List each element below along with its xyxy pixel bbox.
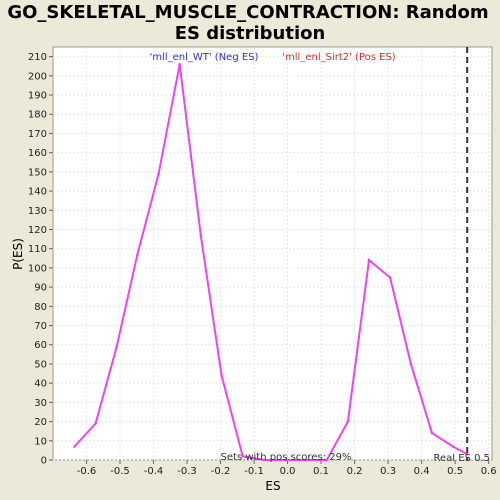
y-tick-label: 70 (34, 321, 47, 332)
data-point (325, 458, 329, 462)
footnote-pos-scores: Sets with pos scores: 29% (221, 452, 352, 463)
data-point (465, 452, 469, 456)
y-tick-label: 60 (34, 340, 47, 351)
data-point (283, 458, 287, 462)
y-tick-label: 50 (34, 359, 47, 370)
data-point (409, 362, 413, 366)
y-tick-label: 40 (34, 379, 47, 390)
plot-area (52, 46, 493, 461)
chart-title-line-2: ES distribution (175, 23, 326, 44)
x-tick-label: -0.5 (110, 466, 130, 477)
gridlines (53, 47, 492, 461)
axis-ticks: 0 10 20 30 40 50 60 70 80 90 100 110 120 130 140 150 160… (28, 52, 497, 477)
data-point (367, 258, 371, 262)
y-tick-label: 0 (41, 456, 47, 467)
x-tick-label: 0.5 (447, 466, 463, 477)
x-tick-label: -0.3 (177, 466, 197, 477)
data-point (241, 454, 244, 458)
x-tick-label: 0.1 (313, 466, 329, 477)
real-es-label: Real ES 0.5 (434, 453, 490, 464)
x-tick-label: -0.6 (77, 466, 97, 477)
data-point (451, 445, 455, 448)
chart-title-line-1: GO_SKELETAL_MUSCLE_CONTRACTION: Random (7, 2, 488, 23)
y-tick-label: 150 (28, 167, 47, 178)
y-tick-label: 190 (28, 91, 47, 102)
y-tick-label: 90 (34, 283, 47, 294)
data-point (388, 276, 392, 279)
x-tick-label: -0.1 (244, 466, 264, 477)
x-axis-label: ES (265, 479, 280, 493)
y-tick-label: 200 (28, 71, 47, 82)
y-tick-label: 170 (28, 129, 47, 140)
legend-pos-es: 'mll_enl_Sirt2' (Pos ES) (282, 52, 396, 63)
data-point (94, 422, 97, 425)
x-tick-label: -0.4 (144, 466, 164, 477)
data-point (430, 431, 434, 435)
y-tick-label: 30 (34, 398, 47, 409)
y-tick-label: 120 (28, 225, 47, 236)
data-point (199, 233, 203, 237)
data-point (157, 172, 160, 176)
y-axis-label: P(ES) (11, 238, 25, 270)
data-point (262, 458, 266, 462)
data-point (136, 253, 139, 256)
es-distribution-line (73, 64, 468, 461)
y-tick-label: 160 (28, 148, 47, 159)
data-point (304, 458, 308, 462)
data-points (73, 62, 469, 462)
x-tick-label: 0.0 (280, 466, 296, 477)
data-point (73, 445, 76, 448)
y-tick-label: 80 (34, 302, 47, 313)
y-tick-label: 130 (28, 206, 47, 217)
legend-neg-es: 'mll_enl_WT' (Neg ES) (150, 52, 259, 63)
x-tick-label: 0.3 (380, 466, 396, 477)
x-tick-label: -0.2 (211, 466, 231, 477)
y-tick-label: 180 (28, 110, 47, 121)
y-tick-label: 10 (34, 436, 47, 447)
data-point (346, 420, 350, 423)
x-tick-label: 0.2 (347, 466, 363, 477)
data-point (178, 62, 181, 66)
y-tick-label: 140 (28, 187, 47, 198)
x-tick-label: 0.6 (481, 466, 497, 477)
data-point (220, 374, 223, 377)
y-tick-label: 20 (34, 417, 47, 428)
y-tick-label: 210 (28, 52, 47, 63)
y-tick-label: 110 (28, 244, 47, 255)
data-point (115, 345, 118, 348)
y-tick-label: 100 (28, 263, 47, 274)
x-tick-label: 0.4 (414, 466, 430, 477)
